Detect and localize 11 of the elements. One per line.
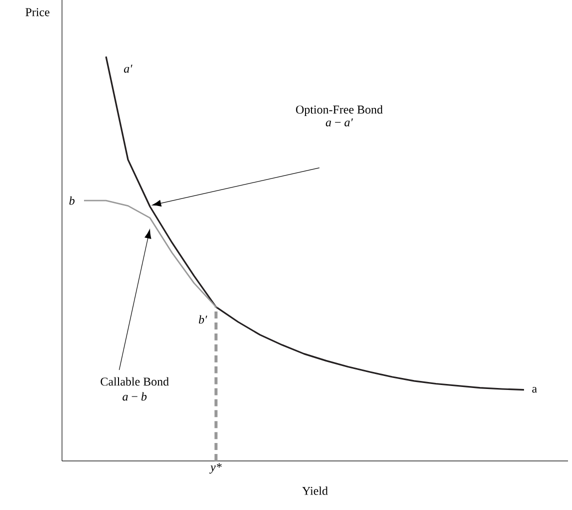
- x-axis-title: Yield: [302, 486, 328, 495]
- y-axis-title: Price: [26, 8, 50, 16]
- annotation: b: [69, 196, 75, 205]
- annotation: b′: [198, 315, 208, 324]
- annotation: a − a′: [326, 118, 353, 126]
- annotation: a′: [124, 64, 132, 73]
- annotation: Callable Bond: [100, 377, 169, 386]
- text: y*: [209, 463, 222, 474]
- annotation: a − b: [122, 392, 147, 401]
- annotation: a: [532, 386, 537, 393]
- annotation: Option-Free Bond: [296, 105, 383, 116]
